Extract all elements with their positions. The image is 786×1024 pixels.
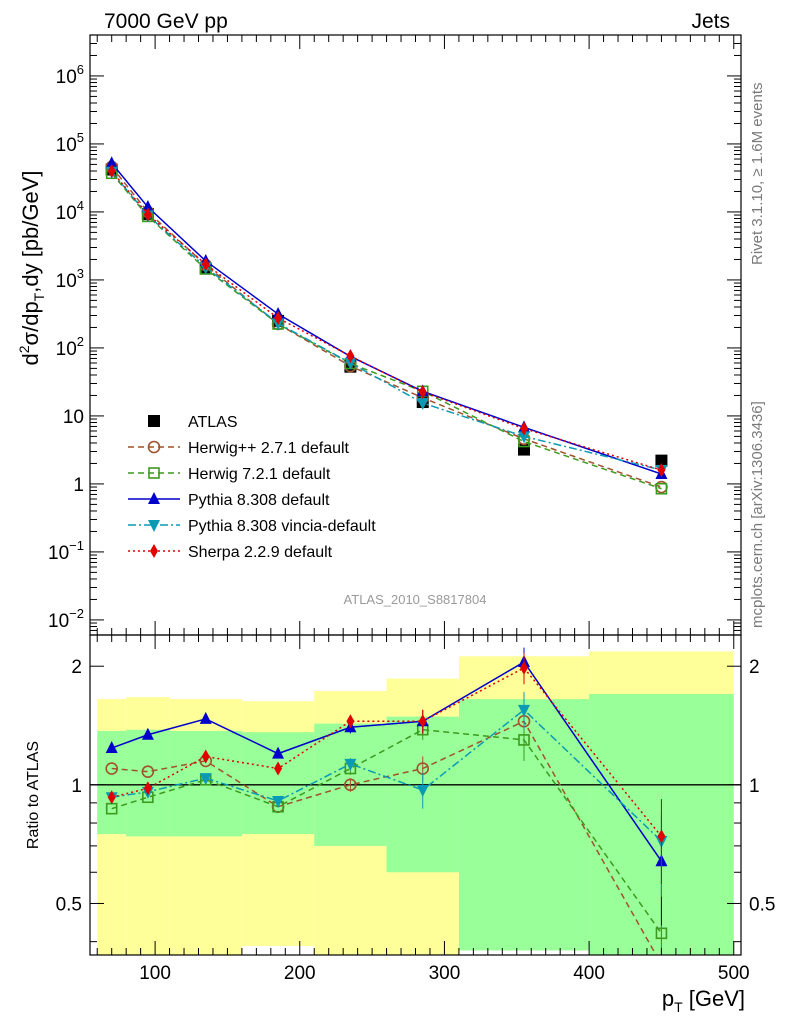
ratio-series-line xyxy=(111,720,657,955)
legend-item: Pythia 8.308 default xyxy=(128,492,330,509)
ratio-y-tick-label-right: 1 xyxy=(749,776,760,797)
ratio-series-line xyxy=(111,660,663,862)
main-data-point xyxy=(107,163,116,178)
ratio-data-point xyxy=(520,660,528,675)
legend-marker xyxy=(148,415,160,427)
legend-label: Sherpa 2.2.9 default xyxy=(188,544,333,561)
main-data-point xyxy=(655,454,668,467)
ratio-y-tick-label-right: 2 xyxy=(749,657,760,678)
main-data-point xyxy=(418,384,427,399)
ratio-data-point xyxy=(272,795,285,808)
main-data-point xyxy=(346,349,355,364)
legend-marker xyxy=(148,520,160,532)
main-data-point xyxy=(416,397,429,410)
main-data-point xyxy=(274,311,283,326)
legend: ATLAS Herwig++ 2.7.1 default Herwig 7.2.1 … xyxy=(128,414,376,561)
ratio-data-point xyxy=(274,761,283,776)
ratio-y-tick-label: 1 xyxy=(71,776,82,797)
main-data-point xyxy=(520,421,528,436)
ratio-y-tick-label: 2 xyxy=(71,657,82,678)
main-data-point xyxy=(518,431,530,444)
rivet-version-note: Rivet 3.1.10, ≥ 1.6M events xyxy=(749,83,766,266)
main-y-tick-label: 104 xyxy=(56,198,84,224)
ratio-data-point xyxy=(143,781,152,796)
legend-item: Herwig++ 2.7.1 default xyxy=(128,440,350,457)
legend-label: Pythia 8.308 default xyxy=(188,492,330,509)
main-y-tick-label: 1 xyxy=(73,475,84,496)
main-series-line xyxy=(111,170,662,471)
ratio-data-point xyxy=(141,727,154,740)
main-y-tick-label: 105 xyxy=(56,130,84,156)
main-y-tick-label: 10 xyxy=(63,407,84,428)
ratio-panel: 0.5 0.5 1 1 2 2 100 200 300 400 500 xyxy=(56,634,775,984)
ratio-series-line xyxy=(111,708,662,842)
x-tick-label: 300 xyxy=(429,963,461,984)
ratio-y-axis-label: Ratio to ATLAS xyxy=(25,741,42,849)
legend-item: Herwig 7.2.1 default xyxy=(128,466,331,483)
ratio-data-point xyxy=(107,790,116,805)
main-data-point xyxy=(344,358,357,371)
legend-marker xyxy=(148,492,160,504)
header-observable-label: Jets xyxy=(691,10,730,33)
x-tick-label: 400 xyxy=(573,963,605,984)
main-data-point xyxy=(657,463,666,478)
ratio-data-point xyxy=(199,711,212,724)
legend-label: Herwig++ 2.7.1 default xyxy=(188,440,350,457)
main-panel: 10−2 10−1 1 10 102 103 104 105 106 xyxy=(48,34,742,636)
ratio-data-point xyxy=(344,778,357,792)
x-tick-label: 500 xyxy=(718,963,750,984)
legend-marker xyxy=(150,544,158,558)
ratio-data-point xyxy=(346,714,355,729)
main-data-point xyxy=(105,156,118,169)
main-data-point xyxy=(143,207,152,222)
ratio-series-line xyxy=(111,666,663,837)
legend-item: ATLAS xyxy=(148,414,238,431)
main-data-point xyxy=(141,200,154,213)
ratio-data-point xyxy=(272,746,285,759)
ratio-data-point xyxy=(201,749,210,764)
ratio-data-point xyxy=(418,714,427,729)
legend-item: Pythia 8.308 vincia-default xyxy=(128,518,376,535)
legend-marker xyxy=(148,467,160,479)
ratio-series-line xyxy=(111,728,663,934)
main-series-line xyxy=(111,166,662,488)
main-series-line xyxy=(111,162,662,475)
ratio-y-tick-label: 0.5 xyxy=(56,894,82,915)
ratio-data-point xyxy=(344,758,357,771)
ratio-data-point xyxy=(416,785,429,798)
ratio-data-point xyxy=(141,765,155,778)
analysis-label: ATLAS_2010_S8817804 xyxy=(344,592,487,607)
main-y-axis-label: d2σ/dpT,dy [pb/GeV] xyxy=(16,170,47,365)
mcplots-reference-note: mcplots.cern.ch [arXiv:1306.3436] xyxy=(749,401,766,628)
ratio-y-tick-label-right: 0.5 xyxy=(749,894,775,915)
legend-item: Sherpa 2.2.9 default xyxy=(128,544,333,561)
main-y-tick-label: 10−2 xyxy=(48,606,84,632)
x-tick-label: 200 xyxy=(284,963,316,984)
legend-label: Herwig 7.2.1 default xyxy=(188,466,331,483)
main-data-point xyxy=(201,257,210,272)
ratio-data-point xyxy=(655,927,668,940)
legend-marker xyxy=(147,440,161,454)
main-y-tick-label: 10−1 xyxy=(48,538,84,564)
header-process-label: 7000 GeV pp xyxy=(104,10,228,33)
main-series-5 xyxy=(107,163,666,478)
main-y-tick-label: 103 xyxy=(56,266,84,292)
main-series-line xyxy=(111,171,662,471)
legend-label: Pythia 8.308 vincia-default xyxy=(188,518,376,535)
ratio-data-point xyxy=(105,762,118,775)
ratio-data-point xyxy=(518,734,530,746)
ratio-data-point xyxy=(657,829,666,844)
x-tick-label: 100 xyxy=(139,963,171,984)
main-y-tick-label: 106 xyxy=(56,62,84,88)
main-data-point xyxy=(655,482,668,495)
x-axis-label: pT [GeV] xyxy=(662,986,745,1015)
ratio-data-point xyxy=(656,959,667,970)
legend-label: ATLAS xyxy=(188,414,238,431)
main-y-tick-label: 102 xyxy=(56,334,84,360)
ratio-series-4 xyxy=(107,653,666,885)
ratio-data-point xyxy=(105,741,118,754)
ratio-data-point xyxy=(199,773,212,786)
ratio-data-point xyxy=(518,704,530,717)
